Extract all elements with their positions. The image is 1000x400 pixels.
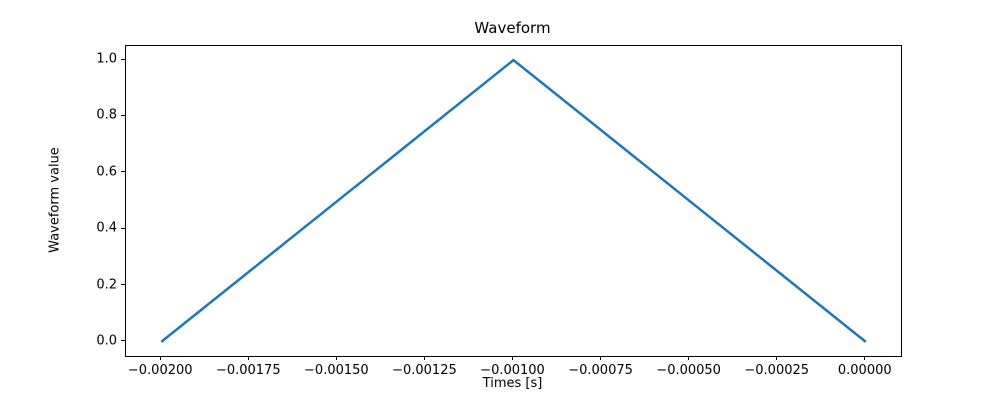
x-tick-mark (335, 356, 337, 360)
x-tick-mark (423, 356, 425, 360)
x-tick-mark (688, 356, 690, 360)
y-tick-mark (121, 171, 125, 173)
y-tick-label: 0.2 (96, 277, 117, 293)
x-tick-mark (512, 356, 513, 360)
x-tick-label: −0.00100 (480, 363, 545, 378)
chart-title: Waveform (474, 19, 551, 37)
x-tick-label: −0.00200 (127, 363, 193, 378)
y-tick-label: 0.0 (96, 333, 117, 349)
x-tick-label: −0.00125 (392, 363, 457, 378)
x-axis-label: Times [s] (482, 376, 543, 391)
plot-area (125, 45, 902, 357)
y-tick-mark (121, 227, 125, 229)
y-tick-label: 0.6 (96, 164, 117, 180)
waveform-line-canvas (160, 58, 867, 343)
x-tick-mark (600, 356, 602, 360)
y-tick-mark (121, 58, 125, 60)
y-tick-label: 0.8 (96, 107, 117, 123)
y-tick-mark (121, 340, 125, 342)
x-tick-label: −0.00075 (568, 363, 633, 378)
y-tick-label: 0.4 (96, 220, 117, 236)
x-tick-mark (776, 356, 778, 360)
x-tick-label: −0.00050 (656, 363, 721, 378)
y-axis-label: Waveform value (47, 147, 63, 253)
y-tick-label: 1.0 (96, 51, 117, 67)
x-tick-label: −0.00150 (304, 363, 369, 378)
y-tick-mark (121, 284, 125, 286)
waveform-line (160, 58, 867, 343)
x-tick-label: −0.00025 (744, 363, 810, 378)
x-tick-mark (159, 356, 161, 360)
x-tick-mark (864, 356, 866, 360)
x-tick-label: −0.00175 (215, 363, 281, 378)
x-tick-mark (247, 356, 249, 360)
x-tick-label: 0.00000 (837, 363, 892, 378)
y-tick-mark (121, 114, 125, 116)
